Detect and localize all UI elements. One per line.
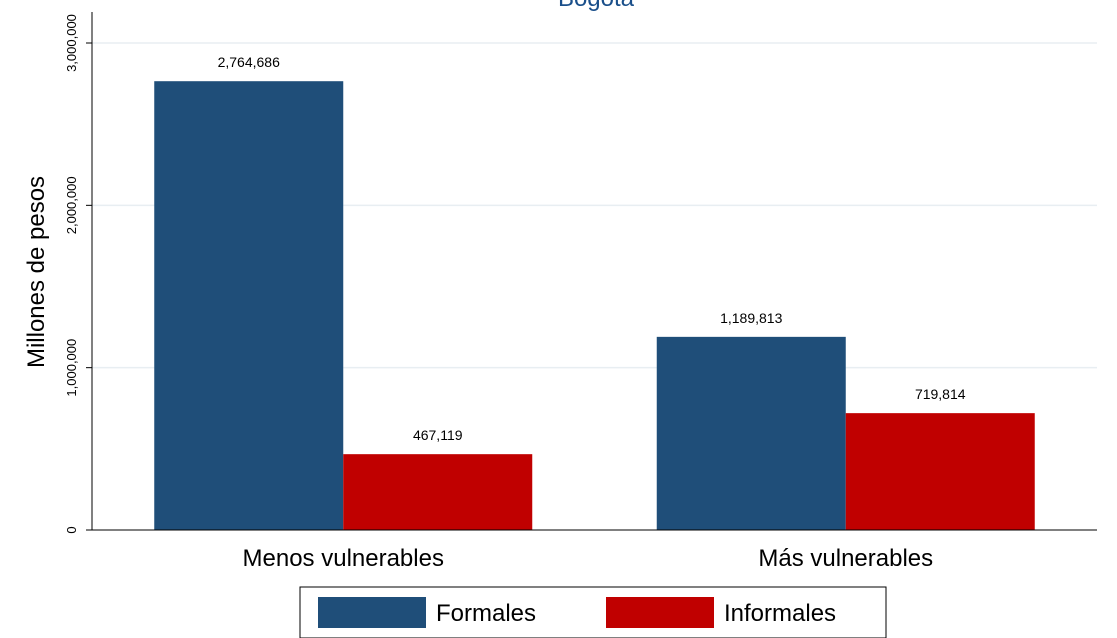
legend-label: Informales xyxy=(724,600,836,627)
data-label: 1,189,813 xyxy=(720,310,782,326)
data-label: 2,764,686 xyxy=(218,54,280,70)
x-tick-label: Menos vulnerables xyxy=(243,545,444,572)
data-label: 719,814 xyxy=(915,386,966,402)
bar-formales xyxy=(154,81,344,530)
y-tick-label: 2,000,000 xyxy=(64,176,79,234)
legend-label: Formales xyxy=(436,600,536,627)
legend-swatch xyxy=(606,597,714,628)
y-tick-label: 3,000,000 xyxy=(64,14,79,72)
axes xyxy=(91,12,1097,531)
legend: Formales Informales xyxy=(299,586,887,638)
bars xyxy=(154,81,1035,530)
chart-title: Bogotá xyxy=(558,0,635,12)
bar-informales xyxy=(845,413,1035,530)
data-labels: 2,764,686 467,119 1,189,813 719,814 xyxy=(218,54,966,443)
bar-formales xyxy=(656,336,846,530)
y-axis-ticks: 0 1,000,000 2,000,000 3,000,000 xyxy=(64,14,92,534)
legend-swatch xyxy=(318,597,426,628)
y-tick-label: 0 xyxy=(64,526,79,533)
y-tick-label: 1,000,000 xyxy=(64,339,79,397)
y-axis-label: Millones de pesos xyxy=(23,176,50,368)
bar-informales xyxy=(343,454,533,530)
x-tick-label: Más vulnerables xyxy=(758,545,933,572)
data-label: 467,119 xyxy=(413,427,463,443)
x-axis-labels: Menos vulnerables Más vulnerables xyxy=(243,545,934,572)
